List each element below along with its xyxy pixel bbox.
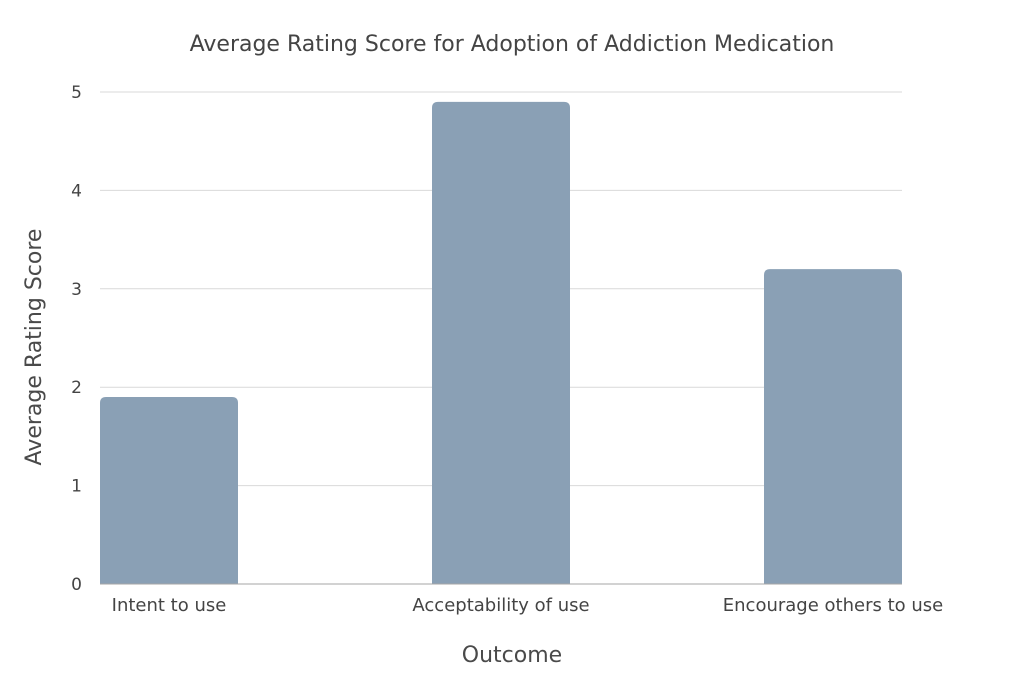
y-tick-label: 4 xyxy=(71,181,82,201)
y-axis-label: Average Rating Score xyxy=(22,229,47,466)
x-tick-label: Intent to use xyxy=(112,595,227,616)
y-tick-label: 0 xyxy=(71,575,82,595)
axes: 0 1 2 3 4 5 Intent to use Acceptability of use E… xyxy=(71,83,943,616)
x-tick-label: Encourage others to use xyxy=(723,595,943,616)
bars xyxy=(100,101,902,584)
y-tick-label: 3 xyxy=(71,280,82,300)
bar-intent-to-use xyxy=(100,397,238,584)
y-tick-label: 1 xyxy=(71,477,82,497)
bar-encourage-others-to-use xyxy=(764,269,902,584)
x-axis-label: Outcome xyxy=(462,643,562,668)
y-tick-label: 5 xyxy=(71,83,82,103)
y-tick-label: 2 xyxy=(71,378,82,398)
chart-title: Average Rating Score for Adoption of Add… xyxy=(190,32,835,57)
bar-acceptability-of-use xyxy=(432,101,570,584)
x-tick-label: Acceptability of use xyxy=(412,595,589,616)
